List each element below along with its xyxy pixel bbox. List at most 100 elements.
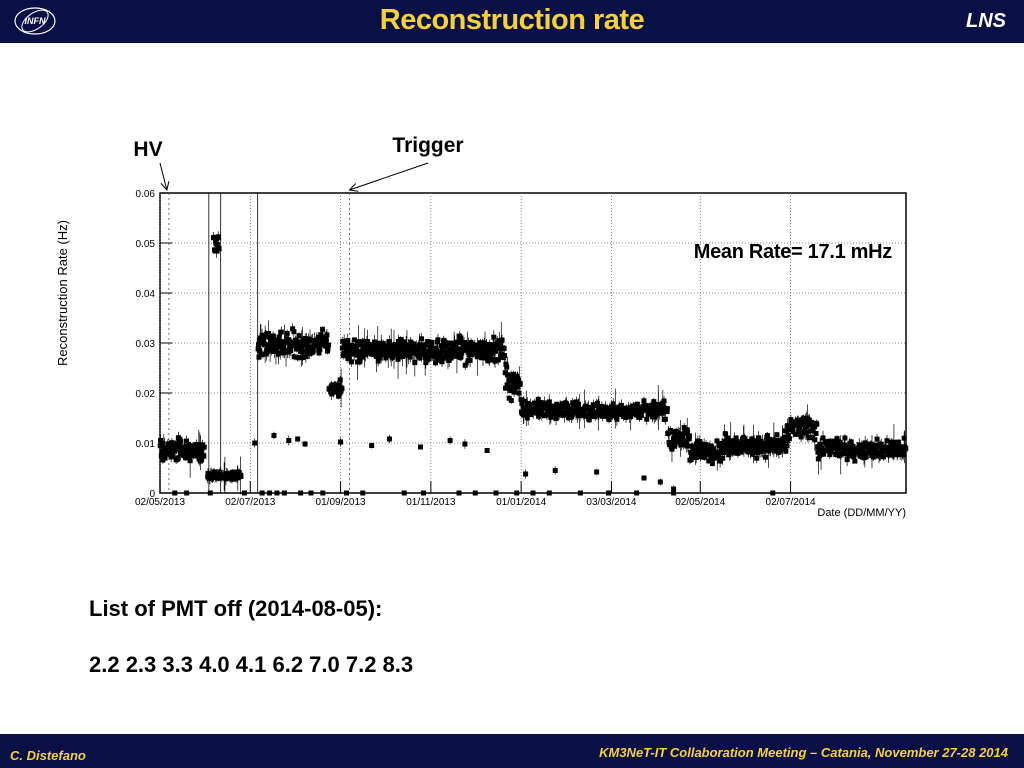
page-title: Reconstruction rate [379,4,645,36]
y-tick-label: 0.05 [136,239,156,250]
data-point [484,339,490,350]
infn-logo-icon: INFN [14,7,56,35]
y-tick-label: 0.06 [136,189,156,200]
data-point-low [338,437,344,447]
svg-text:INFN: INFN [25,16,46,26]
data-point [490,349,496,355]
data-point-zero [241,490,247,496]
data-point [517,376,523,390]
data-point-zero [401,490,407,496]
data-point [793,431,799,438]
marker-arrow [159,162,168,191]
author-label: C. Distefano [10,748,86,763]
data-point [842,433,848,443]
data-point-zero [420,490,426,496]
data-point [324,328,330,341]
data-point [462,360,468,370]
data-point-low [641,475,647,481]
data-point [504,364,510,370]
data-point [765,442,771,449]
data-point-zero [770,490,776,496]
data-point [403,342,409,348]
data-point-low [594,468,600,476]
data-point-zero [546,490,552,496]
data-point [263,329,269,344]
data-point [662,413,668,425]
data-point [278,326,284,338]
data-point-zero [514,490,520,496]
data-point [492,354,498,368]
data-point [440,354,446,363]
data-point [291,353,297,361]
data-point-low [418,444,424,450]
data-point [709,461,715,467]
marker-arrow [349,162,429,191]
data-point-zero [207,490,213,496]
data-point-zero [308,490,314,496]
data-point [706,458,712,464]
data-point [284,329,290,338]
data-point [339,381,345,396]
y-tick-label: 0 [149,489,155,500]
data-point [297,354,303,361]
data-point [260,350,266,359]
data-point [456,347,462,355]
data-point [262,325,268,364]
data-point-zero [493,490,499,496]
data-point [903,441,909,455]
data-point [435,333,441,346]
data-point [337,375,343,385]
data-point [258,324,264,353]
data-point [201,444,207,450]
data-point [721,450,727,456]
data-point-zero [298,490,304,496]
data-point [291,326,297,338]
data-point [664,406,670,412]
data-point [326,342,332,348]
marker-arrowhead [160,181,170,192]
data-point [359,350,365,364]
data-point [537,399,543,406]
data-point-low [447,436,453,445]
data-point-zero [184,490,190,496]
data-point [670,427,676,437]
data-point-low [657,478,663,486]
data-point [808,425,814,437]
data-point [501,348,507,363]
data-point [697,451,703,462]
data-point-zero [605,490,611,496]
x-tick-label: 01/09/2013 [316,497,366,508]
data-point [803,426,809,439]
data-point [397,336,403,343]
x-tick-label: 02/05/2013 [135,497,185,508]
data-point-low [271,431,277,440]
y-axis-title: Reconstruction Rate (Hz) [55,220,70,366]
data-point [349,356,355,367]
data-point [356,325,362,359]
data-point [403,335,409,375]
data-point-zero [274,490,280,496]
data-point [834,435,840,442]
data-point-low [369,442,375,449]
data-point [419,335,425,343]
data-point [783,448,789,455]
data-point-zero [577,490,583,496]
data-point [687,432,693,440]
data-point-low [286,435,292,446]
data-point [901,431,907,445]
data-point [499,334,505,346]
y-tick-label: 0.02 [136,389,156,400]
data-point [874,433,880,445]
lab-label: LNS [966,10,1006,32]
data-point-low [252,438,258,448]
data-point [407,351,413,363]
data-point-low [484,448,490,453]
data-point [491,330,497,345]
data-point [762,451,768,463]
data-point [852,458,858,464]
data-point-zero [344,490,349,496]
data-point [814,421,820,427]
marker-arrowhead [348,183,359,192]
data-point [508,397,514,404]
data-point-zero [267,490,273,496]
